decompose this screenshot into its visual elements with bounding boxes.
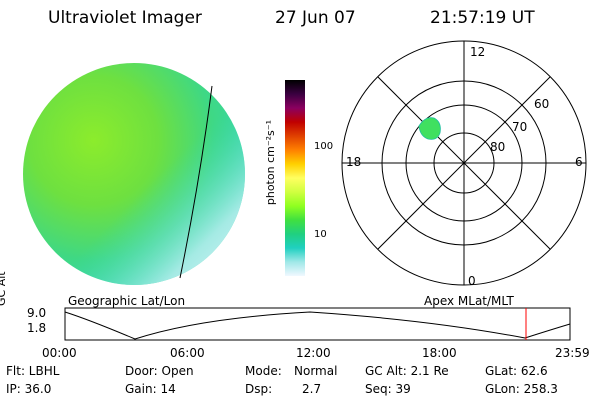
colorbar <box>285 80 305 276</box>
glat-info: GLat: 62.6 <box>485 364 548 378</box>
date-label: 27 Jun 07 <box>275 8 356 28</box>
polar-label-0: 0 <box>468 274 476 288</box>
altitude-axis-label: GC Alt <box>0 271 8 306</box>
gc-alt-info: GC Alt: 2.1 Re <box>365 364 449 378</box>
dsp-value: 2.7 <box>302 382 322 396</box>
colorbar-tick-10: 10 <box>314 229 327 240</box>
auroral-patch <box>418 117 441 140</box>
geographic-label: Geographic Lat/Lon <box>68 294 186 308</box>
altitude-y-bottom: 1.8 <box>27 321 47 335</box>
polar-label-70: 70 <box>512 120 528 134</box>
altitude-y-top: 9.0 <box>27 306 47 320</box>
mode-value: Normal <box>294 364 338 378</box>
polar-label-18: 18 <box>346 155 362 169</box>
x-tick-1200: 12:00 <box>296 346 331 360</box>
gain-info: Gain: 14 <box>125 382 176 396</box>
glon-info: GLon: 258.3 <box>485 382 558 396</box>
x-tick-1800: 18:00 <box>422 346 457 360</box>
ip-info: IP: 36.0 <box>6 382 52 396</box>
x-tick-0600: 06:00 <box>170 346 205 360</box>
x-tick-0000: 00:00 <box>42 346 77 360</box>
altitude-curve <box>64 311 571 340</box>
earth-disk <box>23 63 245 285</box>
polar-label-60: 60 <box>534 97 550 111</box>
mode-label: Mode: <box>245 364 282 378</box>
terminator-line <box>179 85 213 279</box>
polar-diagonal-2 <box>377 76 551 250</box>
apex-label: Apex MLat/MLT <box>424 294 514 308</box>
polar-label-6: 6 <box>575 155 583 169</box>
dsp-label: Dsp: <box>245 382 273 396</box>
door-info: Door: Open <box>125 364 194 378</box>
polar-label-80: 80 <box>490 140 506 154</box>
filter-info: Flt: LBHL <box>6 364 60 378</box>
x-tick-2359: 23:59 <box>555 346 590 360</box>
seq-info: Seq: 39 <box>365 382 411 396</box>
time-label: 21:57:19 UT <box>430 8 535 28</box>
polar-label-12: 12 <box>470 45 486 59</box>
colorbar-tick-100: 100 <box>314 141 334 152</box>
instrument-title: Ultraviolet Imager <box>48 8 202 28</box>
